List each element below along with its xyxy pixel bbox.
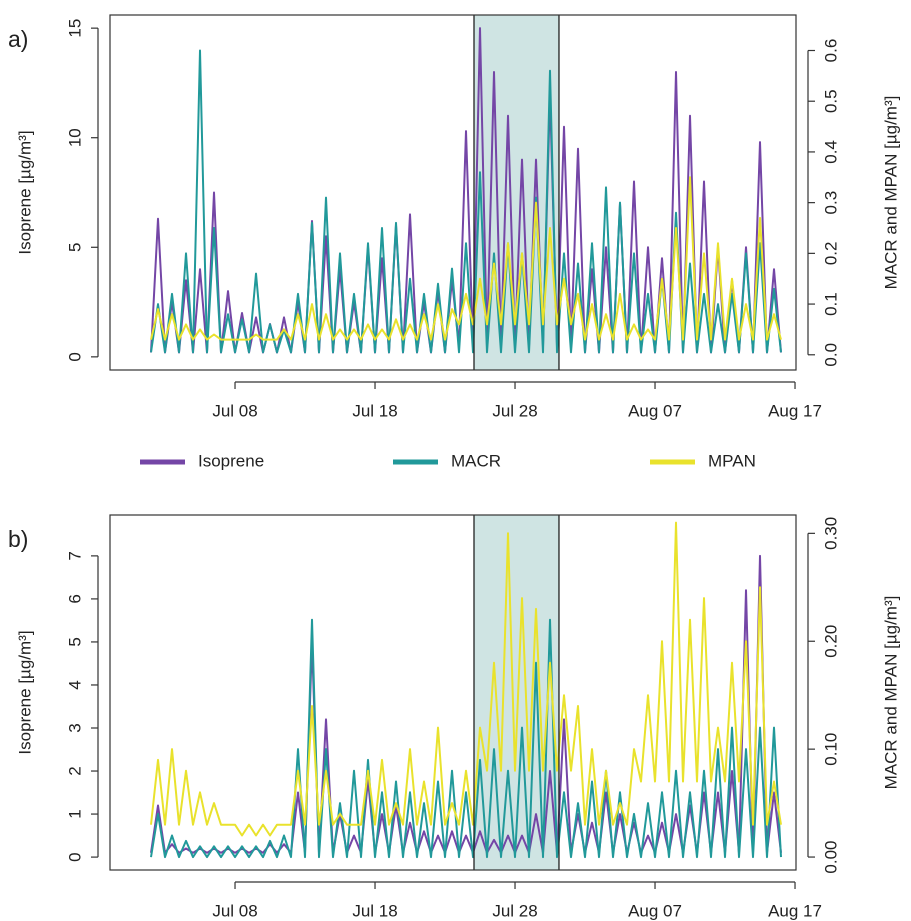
x-tick-label: Aug 17 (768, 901, 822, 920)
y-tick-label: 3 (65, 723, 84, 732)
series-line (150, 49, 782, 354)
y2-tick-label: 0.6 (821, 39, 840, 63)
series-line (150, 554, 782, 854)
y2-tick-label: 0.3 (821, 191, 840, 215)
y-tick-label: 0 (65, 352, 84, 361)
y2-tick-label: 0.2 (821, 242, 840, 266)
y-axis-title: Isoprene [µg/m³] (15, 130, 34, 254)
legend-label: Isoprene (198, 451, 264, 470)
y-tick-label: 4 (65, 680, 84, 689)
y2-tick-label: 0.30 (821, 517, 840, 550)
x-tick-label: Jul 18 (352, 901, 397, 920)
y-tick-label: 7 (65, 551, 84, 560)
series-line (150, 618, 782, 859)
y-tick-label: 15 (65, 19, 84, 38)
y-tick-label: 2 (65, 766, 84, 775)
x-tick-label: Aug 07 (628, 401, 682, 420)
x-tick-label: Aug 17 (768, 401, 822, 420)
series-group (150, 27, 782, 354)
series-group (150, 521, 782, 859)
x-tick-label: Jul 08 (212, 901, 257, 920)
y-axis-title: Isoprene [µg/m³] (15, 630, 34, 754)
y2-tick-label: 0.20 (821, 625, 840, 658)
y-tick-label: 5 (65, 637, 84, 646)
series-line (150, 521, 782, 837)
y-tick-label: 1 (65, 809, 84, 818)
x-tick-label: Jul 28 (492, 401, 537, 420)
plot-frame (109, 14, 797, 371)
panel-label: a) (8, 26, 28, 52)
plot-frame (109, 514, 797, 871)
y2-tick-label: 0.0 (821, 343, 840, 367)
y2-tick-label: 0.5 (821, 89, 840, 113)
x-tick-label: Aug 07 (628, 901, 682, 920)
x-tick-label: Jul 18 (352, 401, 397, 420)
y-tick-label: 10 (65, 128, 84, 147)
x-tick-label: Jul 08 (212, 401, 257, 420)
y2-axis-title: MACR and MPAN [µg/m³] (881, 596, 900, 790)
y-tick-label: 5 (65, 243, 84, 252)
y-tick-label: 6 (65, 594, 84, 603)
series-line (150, 27, 782, 354)
legend-label: MPAN (708, 451, 756, 470)
panel-label: b) (8, 526, 28, 552)
y2-axis-title: MACR and MPAN [µg/m³] (881, 96, 900, 290)
series-line (150, 176, 782, 341)
legend-label: MACR (451, 451, 501, 470)
y2-tick-label: 0.1 (821, 292, 840, 316)
y2-tick-label: 0.4 (821, 140, 840, 164)
y2-tick-label: 0.10 (821, 733, 840, 766)
y-tick-label: 0 (65, 852, 84, 861)
x-tick-label: Jul 28 (492, 901, 537, 920)
y2-tick-label: 0.00 (821, 841, 840, 874)
